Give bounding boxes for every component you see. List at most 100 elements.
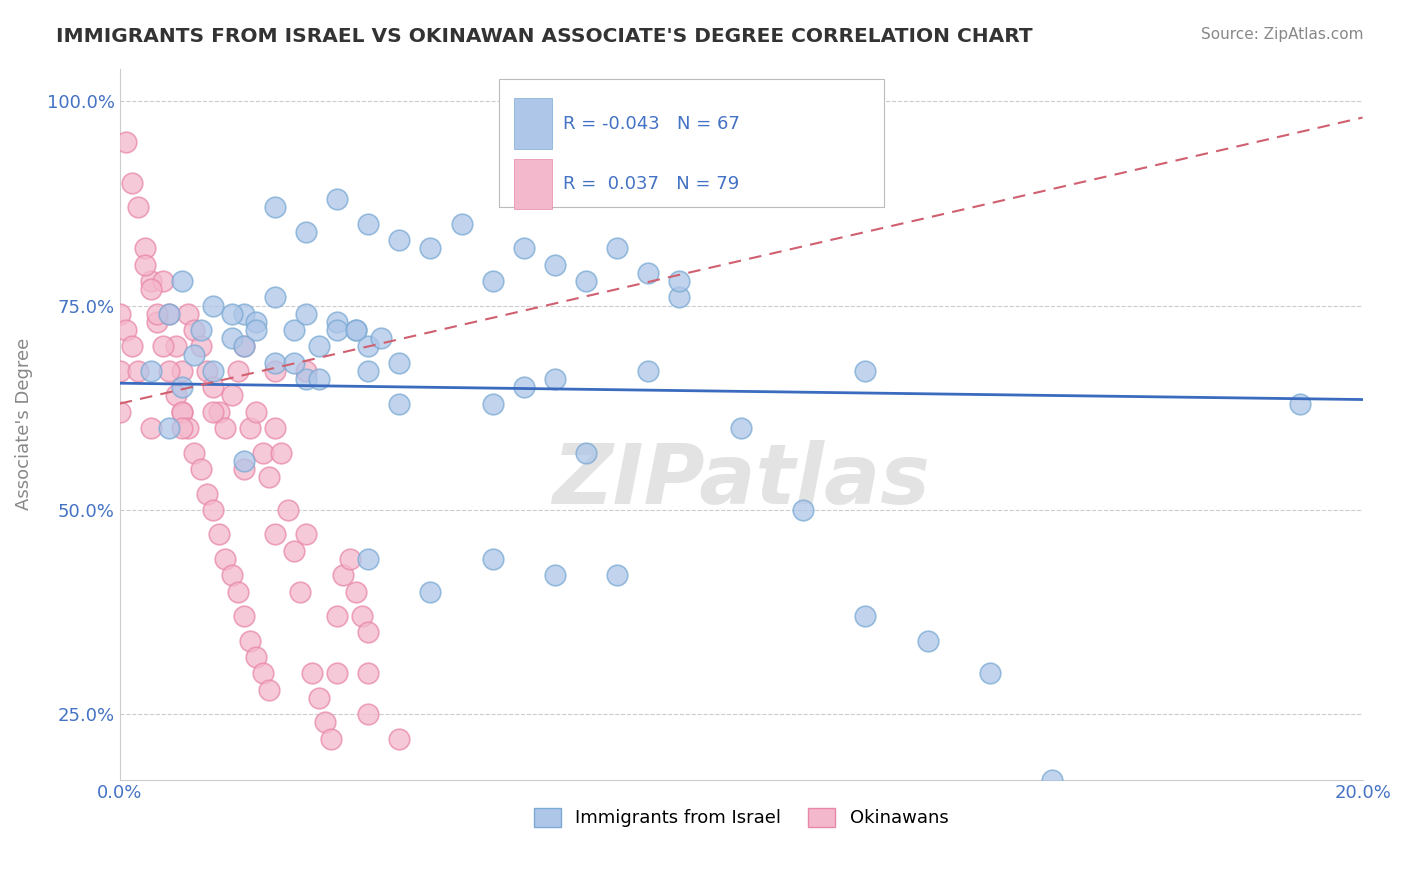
Point	[357, 339, 380, 353]
Point	[159, 307, 181, 321]
Point	[979, 666, 1001, 681]
Point	[127, 364, 149, 378]
Point	[270, 445, 292, 459]
Point	[344, 323, 367, 337]
Point	[165, 388, 187, 402]
Point	[252, 666, 274, 681]
Point	[388, 356, 411, 370]
Point	[139, 421, 162, 435]
Point	[283, 356, 305, 370]
Point	[544, 568, 567, 582]
Point	[195, 364, 218, 378]
Point	[332, 568, 354, 582]
Point	[419, 241, 441, 255]
Point	[233, 339, 256, 353]
Point	[388, 731, 411, 746]
FancyBboxPatch shape	[513, 159, 553, 210]
Point	[115, 135, 138, 149]
Point	[264, 364, 287, 378]
Point	[233, 307, 256, 321]
Point	[245, 315, 267, 329]
Point	[326, 192, 349, 206]
Point	[264, 421, 287, 435]
Point	[152, 274, 174, 288]
Point	[257, 470, 280, 484]
Point	[1102, 797, 1125, 811]
Point	[233, 454, 256, 468]
Point	[512, 241, 534, 255]
Point	[357, 666, 380, 681]
Point	[308, 372, 330, 386]
Point	[544, 372, 567, 386]
Point	[170, 380, 193, 394]
Point	[314, 715, 336, 730]
Legend: Immigrants from Israel, Okinawans: Immigrants from Israel, Okinawans	[526, 801, 956, 835]
Point	[252, 445, 274, 459]
Point	[159, 421, 181, 435]
Point	[190, 462, 212, 476]
Point	[319, 731, 342, 746]
Point	[264, 290, 287, 304]
Point	[283, 543, 305, 558]
Point	[233, 339, 256, 353]
Text: R = -0.043   N = 67: R = -0.043 N = 67	[564, 115, 741, 133]
Point	[108, 364, 131, 378]
Point	[730, 421, 752, 435]
Point	[326, 323, 349, 337]
Point	[239, 633, 262, 648]
Point	[575, 274, 598, 288]
Point	[190, 339, 212, 353]
Point	[388, 397, 411, 411]
Point	[339, 552, 361, 566]
Point	[139, 274, 162, 288]
Point	[115, 323, 138, 337]
Point	[195, 486, 218, 500]
Point	[139, 282, 162, 296]
Text: R =  0.037   N = 79: R = 0.037 N = 79	[564, 175, 740, 193]
Point	[668, 290, 690, 304]
Y-axis label: Associate's Degree: Associate's Degree	[15, 338, 32, 510]
Point	[183, 323, 205, 337]
Point	[512, 380, 534, 394]
Point	[245, 405, 267, 419]
Point	[370, 331, 392, 345]
Point	[257, 682, 280, 697]
Point	[170, 421, 193, 435]
Point	[170, 405, 193, 419]
Point	[233, 462, 256, 476]
Point	[606, 568, 628, 582]
Point	[146, 315, 169, 329]
Point	[139, 364, 162, 378]
Point	[170, 274, 193, 288]
Point	[855, 364, 877, 378]
Text: ZIPatlas: ZIPatlas	[553, 441, 931, 522]
Point	[177, 307, 200, 321]
Point	[208, 405, 231, 419]
Point	[183, 445, 205, 459]
Point	[326, 609, 349, 624]
Point	[159, 307, 181, 321]
Point	[214, 421, 236, 435]
Point	[606, 241, 628, 255]
Point	[481, 552, 503, 566]
Point	[201, 299, 224, 313]
Point	[352, 609, 374, 624]
Point	[357, 625, 380, 640]
Point	[177, 421, 200, 435]
Point	[108, 307, 131, 321]
Point	[264, 201, 287, 215]
Point	[183, 348, 205, 362]
Point	[264, 356, 287, 370]
Point	[481, 397, 503, 411]
Point	[170, 405, 193, 419]
Point	[146, 307, 169, 321]
Point	[308, 690, 330, 705]
Point	[152, 339, 174, 353]
Point	[201, 364, 224, 378]
Point	[214, 552, 236, 566]
Point	[134, 258, 156, 272]
Point	[668, 274, 690, 288]
Text: Source: ZipAtlas.com: Source: ZipAtlas.com	[1201, 27, 1364, 42]
Point	[221, 331, 243, 345]
Point	[450, 217, 472, 231]
